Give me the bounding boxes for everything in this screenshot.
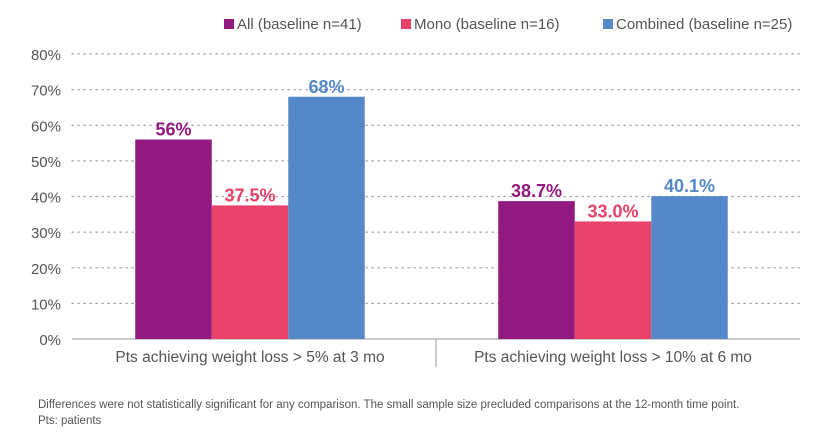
y-tick-label: 0% bbox=[39, 332, 61, 349]
x-category-label: Pts achieving weight loss > 10% at 6 mo bbox=[474, 349, 752, 366]
bar-value-label: 40.1% bbox=[664, 176, 715, 196]
bar bbox=[288, 96, 365, 339]
footnote-abbreviation: Pts: patients bbox=[38, 415, 102, 427]
y-tick-label: 80% bbox=[31, 47, 61, 64]
bar-value-label: 33.0% bbox=[587, 201, 638, 221]
bar-value-label: 38.7% bbox=[511, 181, 562, 201]
bar bbox=[135, 139, 212, 339]
bar-value-label: 68% bbox=[308, 77, 344, 97]
y-tick-label: 70% bbox=[31, 83, 61, 100]
legend-label: Mono (baseline n=16) bbox=[414, 16, 560, 33]
legend-label: Combined (baseline n=25) bbox=[616, 16, 792, 33]
bar-value-label: 56% bbox=[155, 120, 191, 140]
legend-swatch bbox=[401, 19, 411, 29]
y-tick-label: 60% bbox=[31, 118, 61, 135]
y-tick-label: 50% bbox=[31, 154, 61, 171]
y-tick-label: 30% bbox=[31, 225, 61, 242]
legend-label: All (baseline n=41) bbox=[237, 16, 362, 33]
y-tick-label: 20% bbox=[31, 261, 61, 278]
bar-chart: 0% 10% 20% 30% 40% 50% 60% 70% 80% 56% 37.5% 68% Pts… bbox=[31, 16, 801, 367]
bar bbox=[211, 205, 289, 339]
x-category-label: Pts achieving weight loss > 5% at 3 mo bbox=[115, 349, 384, 366]
bar-value-label: 37.5% bbox=[224, 185, 275, 205]
footnote-significance: Differences were not statistically signi… bbox=[38, 399, 740, 411]
y-tick-label: 10% bbox=[31, 296, 61, 313]
bar bbox=[498, 201, 575, 339]
legend-swatch bbox=[224, 19, 234, 29]
bar bbox=[651, 196, 728, 339]
y-tick-label: 40% bbox=[31, 190, 61, 207]
legend-swatch bbox=[603, 19, 613, 29]
bar bbox=[574, 221, 652, 339]
